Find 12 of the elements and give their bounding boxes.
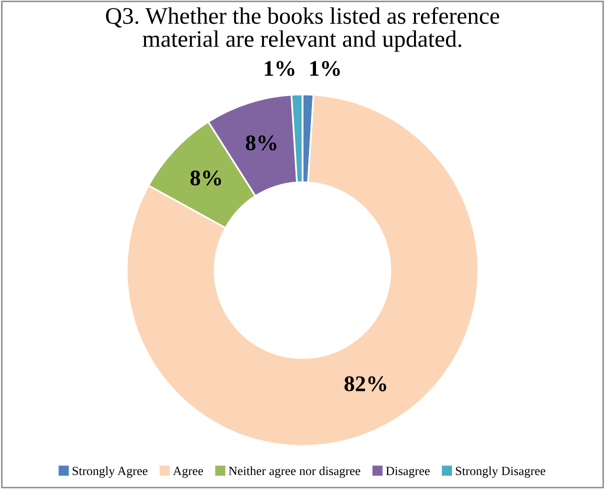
- legend-label: Agree: [172, 466, 203, 478]
- legend-label: Disagree: [386, 466, 430, 478]
- legend-label: Neither agree nor disagree: [228, 466, 360, 478]
- data-label: 1%: [310, 60, 340, 76]
- chart-title: Q3. Whether the books listed as reference material are relevant and updated.: [106, 7, 500, 52]
- legend-label: Strongly Disagree: [456, 466, 546, 478]
- data-label: 82%: [344, 376, 386, 392]
- legend-label: Strongly Agree: [72, 466, 148, 478]
- data-label: 8%: [190, 170, 221, 186]
- data-label: 8%: [246, 135, 276, 150]
- data-label: 1%: [264, 60, 294, 76]
- donut-slice: [126, 94, 480, 447]
